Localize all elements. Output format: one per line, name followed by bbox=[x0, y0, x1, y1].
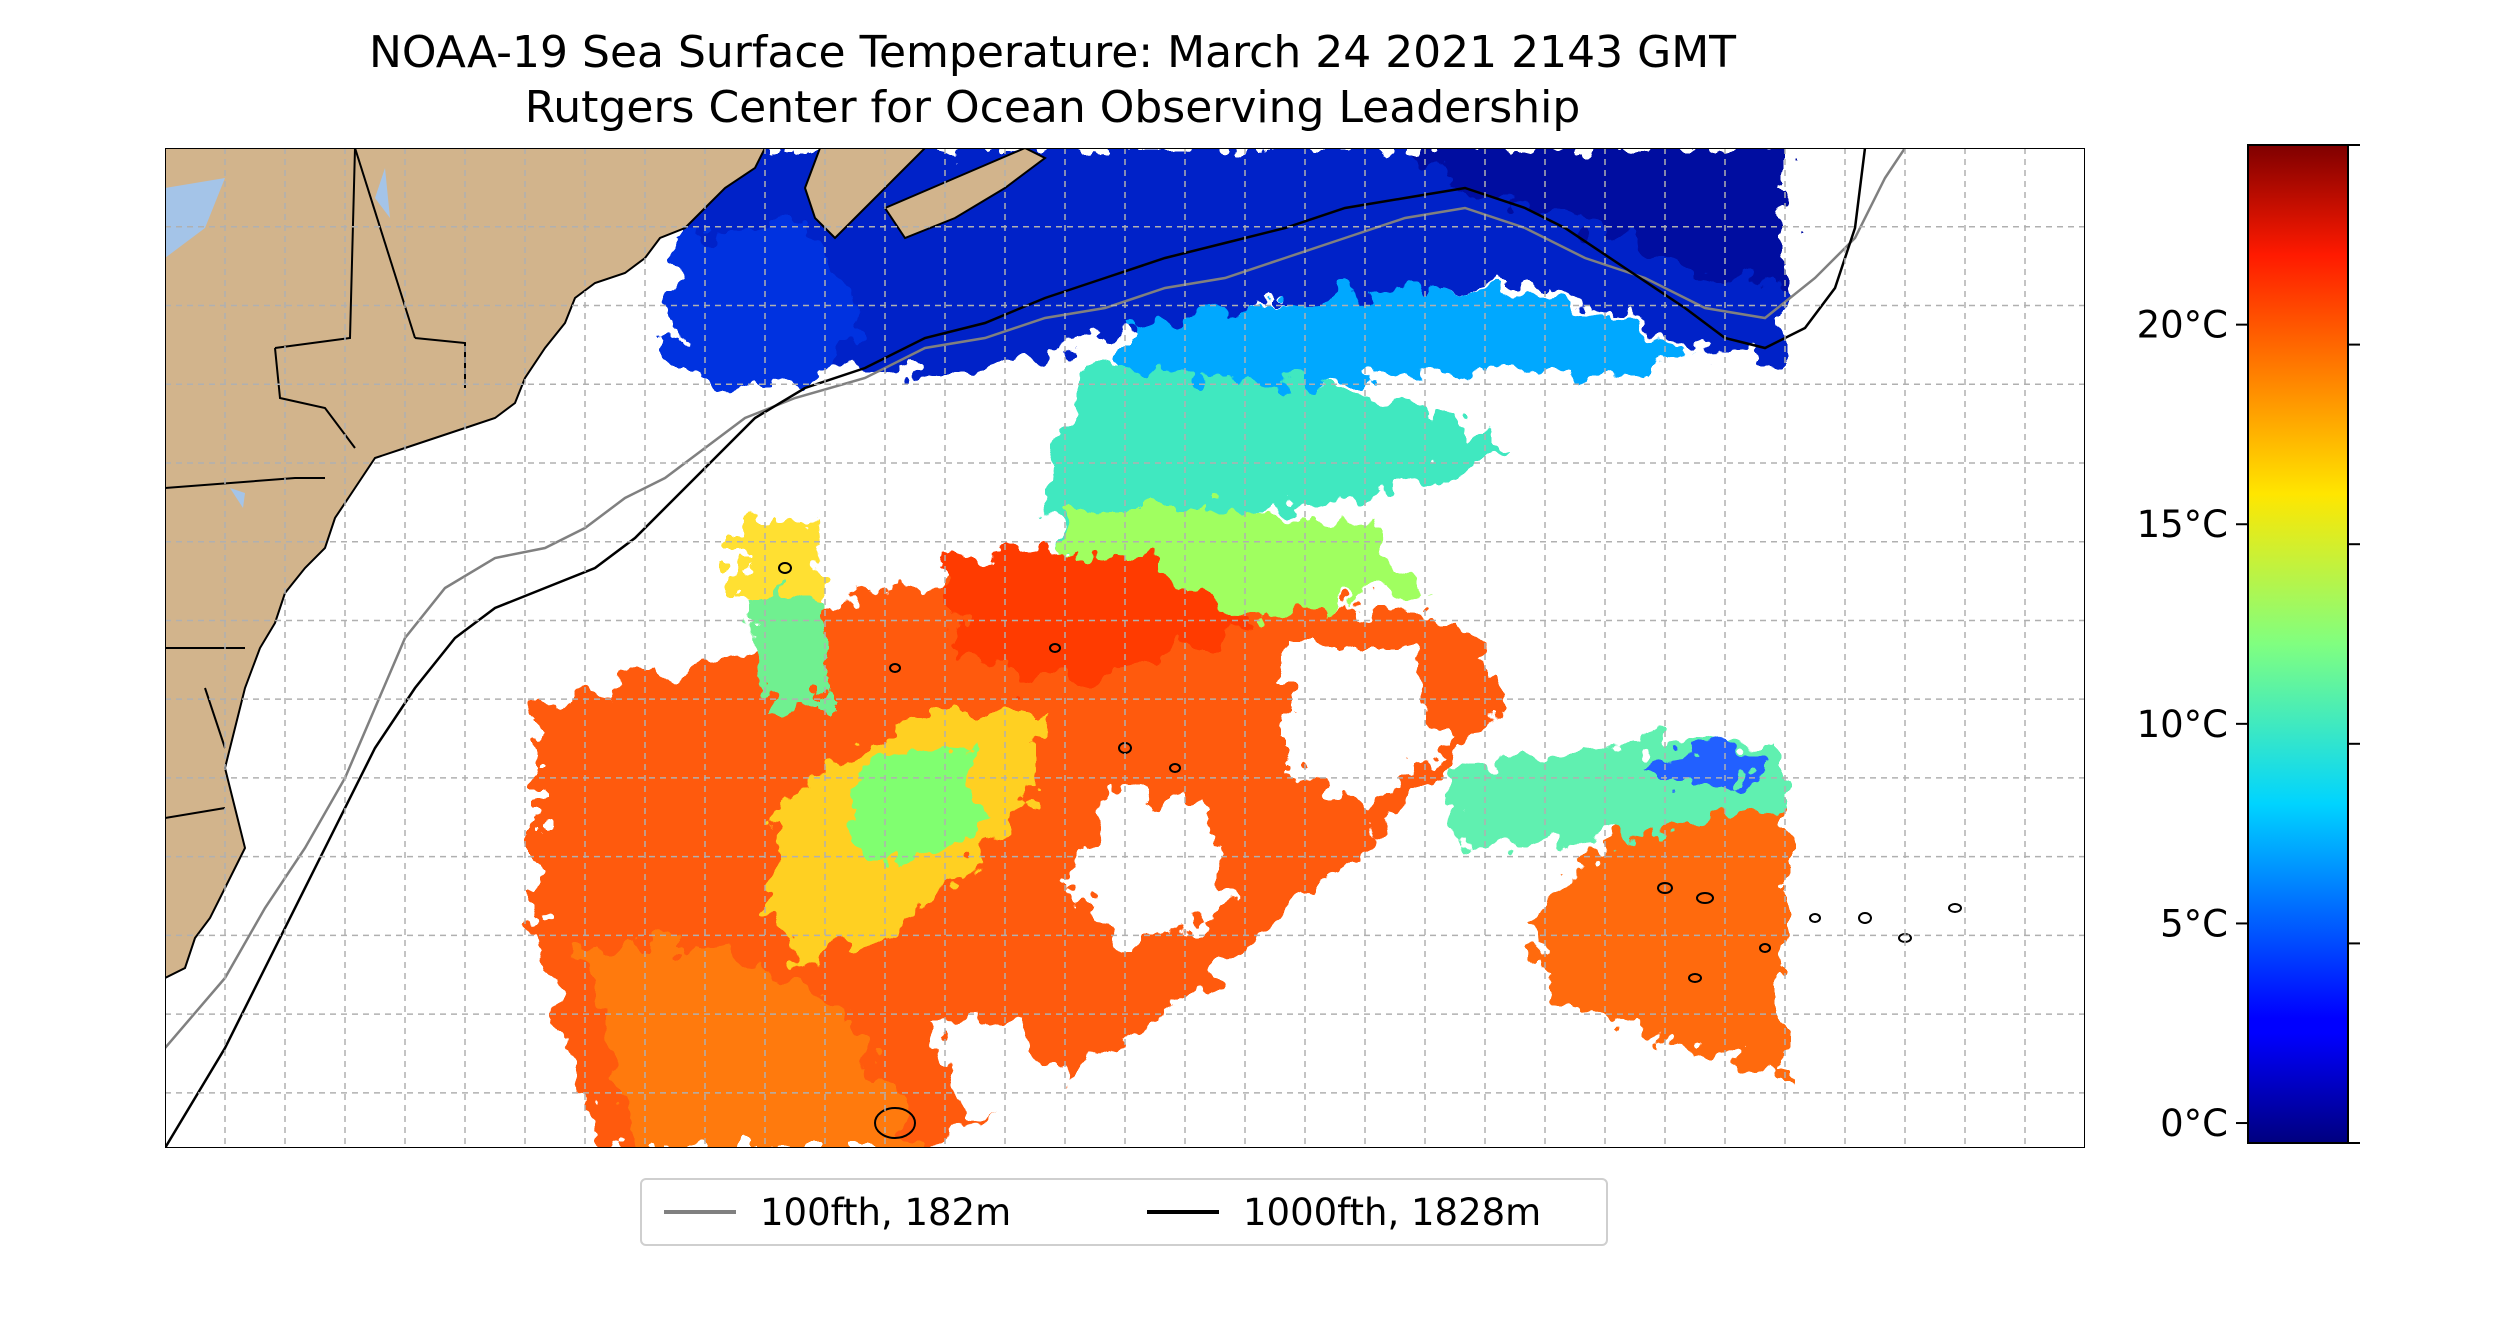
sst-warm-water bbox=[1525, 768, 1785, 1078]
legend-item-100fth: 100fth, 182m bbox=[664, 1180, 1011, 1244]
cloud-gap bbox=[1785, 148, 2085, 1148]
gridlines bbox=[165, 148, 2085, 1148]
sst-warm-water bbox=[585, 948, 925, 1148]
celsius-tick-label: 5°C bbox=[2160, 902, 2228, 945]
sst-map: 75°W70°W65°W60°W55°W50°W45°W45°N40°N35°N bbox=[165, 148, 2085, 1148]
celsius-tick-label: 20°C bbox=[2137, 304, 2228, 347]
celsius-tick-label: 15°C bbox=[2137, 503, 2228, 546]
land-nova-scotia bbox=[803, 148, 927, 240]
sst-field bbox=[535, 148, 1785, 1148]
legend-label-100fth: 100fth, 182m bbox=[760, 1190, 1012, 1234]
sst-warm-water bbox=[945, 548, 1245, 688]
legend-swatch-100fth bbox=[664, 1210, 736, 1214]
colorbar-ticks: 0°C5°C10°C15°C20°C31°F40°F49°F58°F67°F76… bbox=[2137, 144, 2360, 1145]
colorbar: 0°C5°C10°C15°C20°C31°F40°F49°F58°F67°F76… bbox=[2137, 144, 2360, 1145]
legend-swatch-1000fth bbox=[1147, 1210, 1219, 1214]
legend: 100fth, 182m 1000fth, 1828m bbox=[640, 1178, 1608, 1246]
sst-cold-water bbox=[1405, 148, 1785, 288]
lakes bbox=[165, 168, 390, 508]
legend-item-1000fth: 1000fth, 1828m bbox=[1147, 1180, 1541, 1244]
legend-label-1000fth: 1000fth, 1828m bbox=[1243, 1190, 1542, 1234]
chart-subtitle: Rutgers Center for Ocean Observing Leade… bbox=[524, 82, 1581, 133]
cloud-gap bbox=[1285, 648, 1445, 808]
contour-100fth bbox=[165, 148, 1907, 1049]
colorbar-gradient bbox=[2247, 144, 2349, 1144]
land-north-america bbox=[165, 148, 767, 980]
chart-title: NOAA-19 Sea Surface Temperature: March 2… bbox=[368, 27, 1737, 78]
celsius-tick-label: 10°C bbox=[2137, 703, 2228, 746]
celsius-tick-label: 0°C bbox=[2160, 1102, 2228, 1145]
sst-cool-water bbox=[1645, 738, 1765, 798]
